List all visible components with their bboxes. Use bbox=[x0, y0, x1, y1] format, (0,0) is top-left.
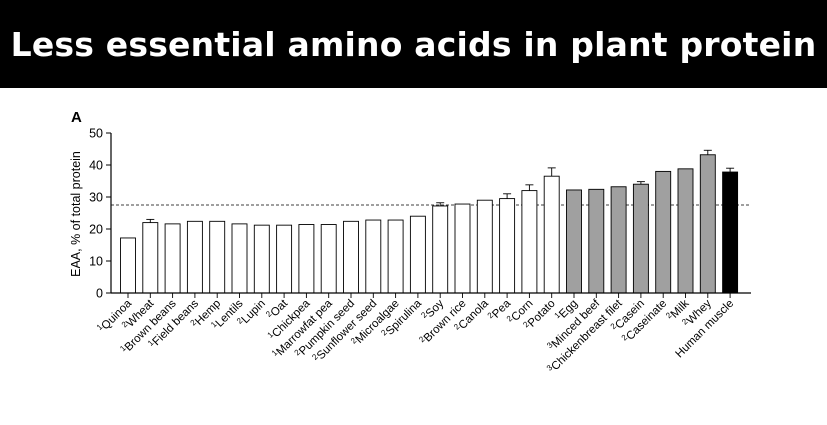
bar bbox=[343, 220, 359, 294]
x-tick-label-superscript: 2 bbox=[419, 310, 429, 320]
x-tick-label-superscript: 2 bbox=[349, 336, 359, 346]
panel-label: A bbox=[71, 109, 82, 126]
bar bbox=[454, 203, 471, 294]
x-tick-label-superscript: 2 bbox=[120, 319, 130, 329]
bar bbox=[722, 171, 739, 294]
x-tick-label-superscript: 2 bbox=[417, 334, 427, 344]
bar bbox=[298, 224, 315, 294]
x-tick-label-superscript: 2 bbox=[609, 321, 619, 331]
x-tick-label-superscript: 1 bbox=[209, 319, 219, 329]
x-tick-label-superscript: 1 bbox=[146, 338, 156, 348]
x-tick-label-superscript: 2 bbox=[235, 316, 245, 326]
x-tick-label-superscript: 2 bbox=[379, 327, 389, 337]
bar bbox=[164, 223, 181, 294]
x-tick-label-superscript: 1 bbox=[553, 310, 563, 320]
x-tick-label-superscript: 1 bbox=[266, 330, 276, 340]
bar bbox=[209, 220, 226, 294]
x-tick-label-superscript: 2 bbox=[189, 318, 199, 328]
bar bbox=[409, 215, 426, 294]
bar bbox=[253, 224, 270, 294]
x-tick-label-superscript: 2 bbox=[264, 309, 274, 319]
bar bbox=[632, 183, 649, 294]
bar bbox=[610, 186, 627, 294]
bar bbox=[365, 219, 382, 294]
y-tick-label: 30 bbox=[89, 191, 103, 205]
bar bbox=[566, 189, 582, 294]
x-tick-label-superscript: 2 bbox=[680, 317, 690, 327]
y-tick-label: 20 bbox=[89, 223, 103, 237]
x-tick-label-superscript: 2 bbox=[664, 310, 674, 320]
x-tick-label-superscript: 2 bbox=[293, 347, 303, 357]
bar bbox=[276, 224, 293, 294]
x-tick-label-superscript: 2 bbox=[452, 322, 462, 332]
bar bbox=[499, 198, 516, 294]
bar bbox=[186, 220, 203, 294]
y-tick-label: 10 bbox=[89, 255, 103, 269]
bar bbox=[476, 199, 493, 294]
x-tick-label-superscript: 2 bbox=[521, 319, 531, 329]
bar bbox=[387, 219, 404, 294]
x-tick-label-superscript: 3 bbox=[545, 363, 555, 373]
bar bbox=[521, 190, 538, 294]
x-tick-label-superscript: 2 bbox=[505, 313, 515, 323]
y-tick-label: 0 bbox=[96, 287, 103, 301]
bar bbox=[655, 170, 672, 294]
bar bbox=[142, 222, 159, 294]
title-banner: Less essential amino acids in plant prot… bbox=[0, 0, 827, 88]
x-tick-label-superscript: 2 bbox=[486, 310, 496, 320]
bar bbox=[231, 223, 248, 294]
page-title: Less essential amino acids in plant prot… bbox=[10, 24, 817, 64]
bar bbox=[588, 188, 605, 294]
bar bbox=[432, 205, 449, 294]
x-tick-label-superscript: 2 bbox=[620, 332, 630, 342]
bar bbox=[543, 175, 560, 294]
y-tick-label: 50 bbox=[89, 127, 103, 141]
bar bbox=[699, 154, 716, 294]
x-tick-label-superscript: 3 bbox=[545, 340, 555, 350]
bar bbox=[120, 237, 136, 294]
bar bbox=[320, 224, 337, 294]
x-tick-label-superscript: 1 bbox=[270, 348, 280, 358]
y-tick-label: 40 bbox=[89, 159, 103, 173]
x-tick-label-superscript: 2 bbox=[310, 352, 320, 362]
x-tick-label-superscript: 1 bbox=[118, 343, 128, 353]
y-axis-label: EAA, % of total protein bbox=[69, 151, 83, 277]
bar bbox=[677, 168, 694, 294]
x-tick-label-superscript: 1 bbox=[95, 322, 105, 332]
